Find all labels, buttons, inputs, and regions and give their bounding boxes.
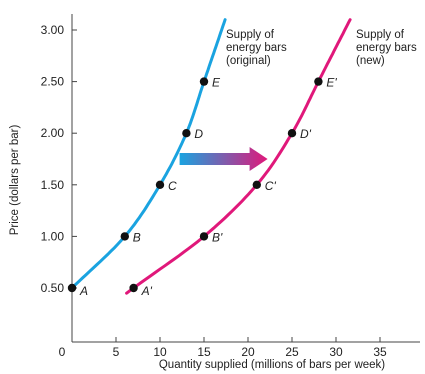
y-tick-label: 0.50	[41, 281, 65, 295]
curve-label-line: (new)	[356, 55, 385, 67]
curve-label-line: Supply of	[356, 29, 405, 41]
supply-curve-new	[125, 18, 352, 295]
point-b	[120, 232, 129, 241]
x-tick-label: 0	[59, 345, 66, 359]
point-e-prime	[314, 77, 323, 86]
point-label: E'	[326, 76, 337, 90]
point-label: D	[194, 127, 203, 141]
curve-label-line: Supply of	[226, 29, 275, 41]
x-tick-label: 20	[241, 345, 255, 359]
data-points: A B C D E A' B' C' D' E'	[67, 76, 337, 298]
point-e	[199, 77, 209, 86]
point-label: B	[133, 230, 141, 244]
point-label: D'	[300, 127, 312, 141]
point-label: E	[212, 76, 221, 90]
point-b-prime	[199, 232, 209, 241]
x-tick-label: 5	[113, 345, 120, 359]
y-tick-label: 2.50	[41, 75, 65, 89]
x-axis-label: Quantity supplied (millions of bars per …	[159, 359, 385, 371]
point-d	[182, 129, 191, 138]
point-label: A	[79, 284, 88, 298]
point-a	[67, 283, 77, 293]
supply-curves	[70, 18, 352, 295]
x-tick-label: 10	[153, 345, 167, 359]
x-tick-label: 30	[329, 345, 343, 359]
y-axis-label: Price (dollars per bar)	[9, 125, 21, 236]
y-tick-label: 3.00	[41, 23, 65, 37]
x-tick-label: 25	[285, 345, 299, 359]
tick-labels: 0 5 10 15 20 25 30 35 0.50 1.00 1.50 2.00 2.50 3.00	[41, 23, 387, 359]
point-label: A'	[141, 284, 153, 298]
point-d-prime	[287, 129, 297, 138]
y-tick-label: 1.00	[41, 229, 65, 243]
point-a-prime	[129, 283, 138, 293]
point-label: C	[168, 179, 177, 193]
point-label: B'	[212, 230, 223, 244]
curve-label-line: energy bars	[226, 42, 287, 54]
shift-arrow	[179, 147, 268, 171]
point-c	[155, 180, 165, 189]
curve-label-line: (original)	[226, 55, 271, 67]
x-tick-label: 15	[197, 345, 211, 359]
point-label: C'	[265, 179, 277, 193]
x-tick-label: 35	[373, 345, 387, 359]
point-c-prime	[252, 180, 261, 189]
y-tick-label: 2.00	[41, 126, 65, 140]
supply-curve-original	[70, 18, 227, 290]
y-tick-label: 1.50	[41, 178, 65, 192]
shift-arrow-shape	[179, 147, 268, 171]
curve-label-line: energy bars	[356, 42, 417, 54]
